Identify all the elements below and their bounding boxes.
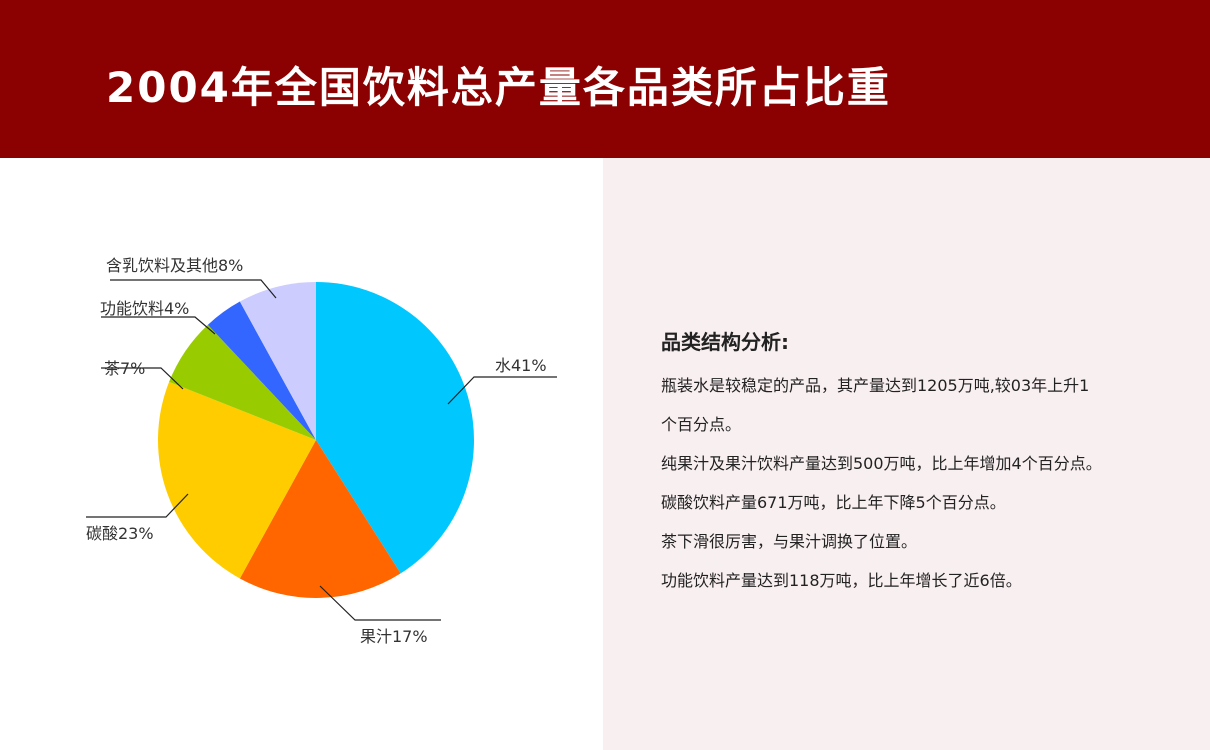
- analysis-line: 瓶装水是较稳定的产品，其产量达到1205万吨,较03年上升1: [661, 376, 1090, 395]
- analysis-line: 功能饮料产量达到118万吨，比上年增长了近6倍。: [661, 571, 1022, 590]
- pie-slice: [239, 440, 401, 598]
- leader-line: [447, 376, 557, 405]
- chart-area: 水41% 果汁17% 碳酸23% 茶7% 功能饮料4% 含乳饮料及其他8%: [0, 158, 603, 750]
- leader-line: [101, 316, 216, 335]
- leader-line: [319, 585, 441, 621]
- pie-slice: [316, 282, 474, 574]
- pie-slice: [239, 282, 316, 440]
- slice-label: 碳酸23%: [86, 524, 154, 543]
- analysis-line: 个百分点。: [661, 415, 742, 434]
- analysis-panel: 品类结构分析: 瓶装水是较稳定的产品，其产量达到1205万吨,较03年上升1 个…: [603, 158, 1210, 750]
- slice-label: 果汁17%: [360, 627, 428, 646]
- leader-line: [101, 367, 184, 390]
- leader-line: [110, 279, 277, 299]
- slice-label: 水41%: [495, 356, 547, 375]
- analysis-line: 纯果汁及果汁饮料产量达到500万吨，比上年增加4个百分点。: [661, 454, 1102, 473]
- pie-slices: [158, 282, 474, 598]
- analysis-list: 瓶装水是较稳定的产品，其产量达到1205万吨,较03年上升1 个百分点。 纯果汁…: [661, 366, 1181, 600]
- page-title: 2004年全国饮料总产量各品类所占比重: [106, 63, 891, 112]
- slice-label: 茶7%: [104, 359, 145, 378]
- analysis-title: 品类结构分析:: [661, 330, 789, 354]
- slice-label: 功能饮料4%: [100, 299, 189, 318]
- pie-slice: [158, 381, 316, 579]
- analysis-line: 碳酸饮料产量671万吨，比上年下降5个百分点。: [661, 493, 1006, 512]
- pie-slice: [207, 301, 316, 440]
- pie-chart: 水41% 果汁17% 碳酸23% 茶7% 功能饮料4% 含乳饮料及其他8%: [86, 256, 557, 646]
- analysis-line: 茶下滑很厉害，与果汁调换了位置。: [661, 532, 918, 551]
- leader-line: [86, 493, 189, 518]
- slice-label: 含乳饮料及其他8%: [106, 256, 243, 275]
- pie-slice: [169, 324, 316, 440]
- header-banner: 2004年全国饮料总产量各品类所占比重: [0, 0, 1210, 158]
- pie-labels: 水41% 果汁17% 碳酸23% 茶7% 功能饮料4% 含乳饮料及其他8%: [86, 256, 557, 646]
